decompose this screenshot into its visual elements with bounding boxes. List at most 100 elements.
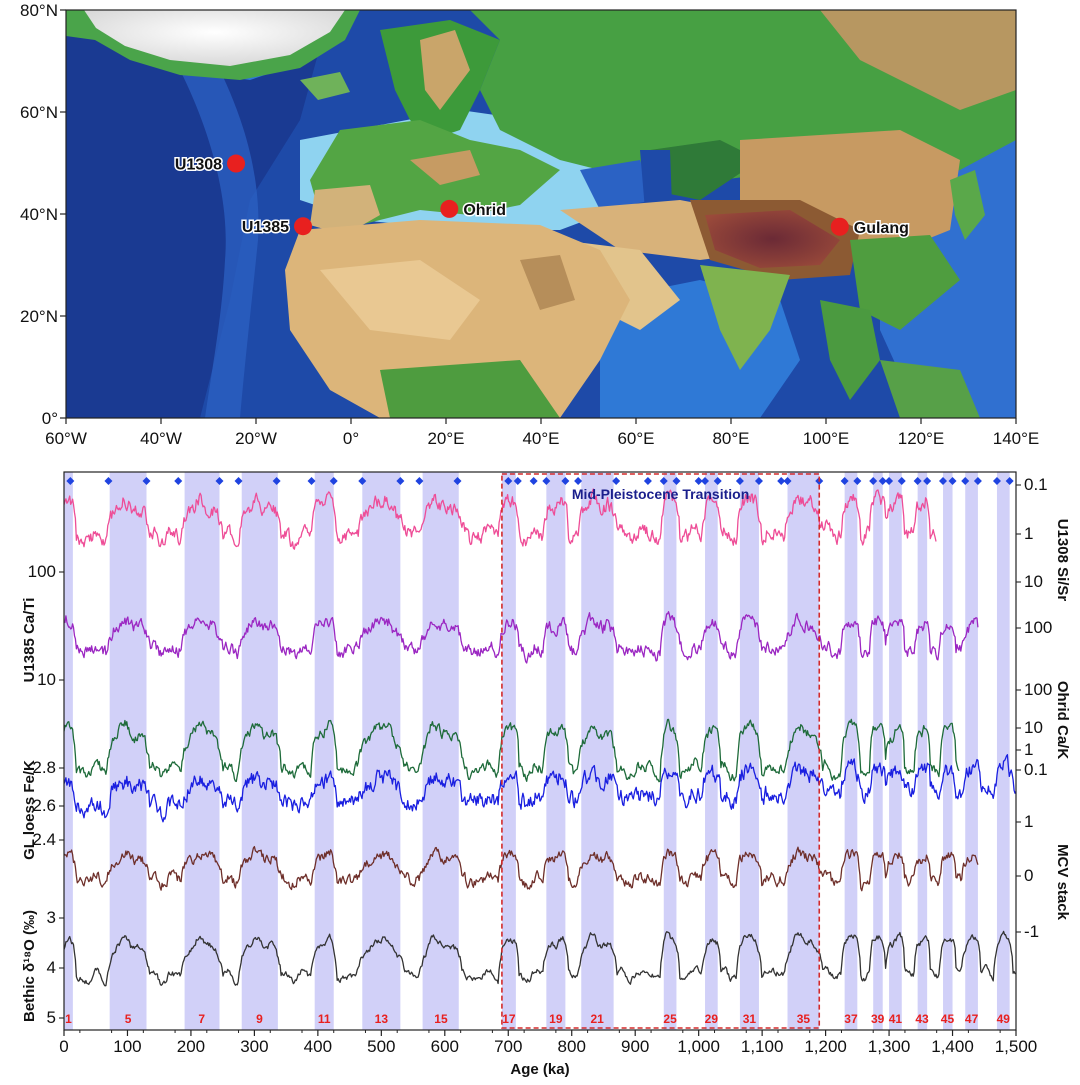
india [700,265,790,370]
y-axis-title-benthic-18o-: Bethic δ¹⁸O (‰) [21,910,38,1022]
interglacial-band [501,472,516,1030]
tiepoint-diamond [948,477,957,485]
timeseries-panel: Mid-Pleistocene Transition 1 5 7 9 11 13 15 17 1… [21,471,1071,1078]
mpt-label: Mid-Pleistocene Transition [572,486,749,502]
y-tick-label: 0.1 [1024,475,1048,494]
tiepoint-diamond [513,477,522,485]
map-lon-tick-label: 80°E [712,429,749,448]
tiepoint-diamond [897,477,906,485]
tiepoint-diamond [643,477,652,485]
interglacial-band [422,472,459,1030]
site-marker-gulang [830,217,849,236]
x-tick-label: 900 [621,1037,649,1056]
interglacial-bands [64,472,1010,1030]
x-axis-title: Age (ka) [510,1061,569,1078]
interglacial-band [943,472,953,1030]
alps [410,150,480,185]
map-lat-tick-label: 20°N [20,307,58,326]
map-lon-tick-label: 60°E [617,429,654,448]
mis-label: 25 [663,1012,677,1026]
tiepoint-diamond [272,477,281,485]
tiepoint-diamond [694,477,703,485]
x-tick-label: 1,000 [677,1037,720,1056]
tiepoint-diamond [961,477,970,485]
atlantic-basin [66,10,330,418]
mis-label: 35 [797,1012,811,1026]
y-tick-label: 100 [28,562,56,581]
mis-label: 13 [375,1012,389,1026]
mis-label: 5 [125,1012,132,1026]
y-tick-label: -1 [1024,922,1039,941]
tiepoint-diamond [215,477,224,485]
x-axis: 0 100 200 300 400 500 600 700 800 900 1,000 1,100 1,… [59,1030,1037,1056]
iberia [310,185,380,235]
series-line-u1385-ca-ti [64,611,979,664]
x-tick-label: 1,500 [995,1037,1038,1056]
mis-labels: 1 5 7 9 11 13 15 17 19 21 25 29 31 35 37 39 41 43 45 47 49 [65,1012,1010,1026]
interglacial-band [109,472,147,1030]
map-lat-tick-label: 40°N [20,205,58,224]
map-lon-tick-label: 0° [343,429,359,448]
caspian-lowland [650,140,760,200]
interglacial-band [889,472,902,1030]
y-tick-label: 2.8 [32,758,56,777]
site-label-gulang: Gulang [854,220,909,237]
y-tick-label: 10 [1024,572,1043,591]
y-axis-title-mcv-stack: MCV stack [1054,844,1071,921]
plot-frame [63,471,1017,1031]
y-tick-label: 1 [1024,740,1033,759]
y-tick-label: 1 [1024,812,1033,831]
y-axis-title-u1308-si-sr: U1308 Si/Sr [1054,519,1071,602]
interglacial-band [705,472,718,1030]
map-lon-tick-label: 60°W [45,429,87,448]
sahara [320,260,480,340]
tiepoint-diamond [754,477,763,485]
iceland [300,72,350,100]
y-tick-label: 100 [1024,680,1052,699]
interglacial-band [241,472,278,1030]
tiepoint-diamond [701,477,710,485]
central-africa [380,360,560,418]
y-tick-label: 3 [47,908,56,927]
tiepoint-diamond [735,477,744,485]
series-line-ohrid-ca-k [64,718,960,783]
x-tick-label: 600 [431,1037,459,1056]
interglacial-band [546,472,566,1030]
y-tick-label: 0 [1024,866,1033,885]
series-line-mcv-stack [64,845,979,892]
tiepoint-diamond [542,477,551,485]
y-tick-label: 4 [47,958,56,977]
map-sites: U1308 U1385 Ohrid Gulang [173,154,910,238]
interglacial-band [965,472,978,1030]
tibetan-plateau [705,210,840,268]
x-tick-label: 0 [59,1037,68,1056]
ethiopian-highlands [520,255,575,310]
tiepoint-diamond [612,477,621,485]
tiepoint-diamond [574,477,583,485]
site-label-ohrid: Ohrid [463,202,506,219]
tiepoint-diamond [885,477,894,485]
mis-label: 37 [844,1012,858,1026]
y-tick-label: 2.4 [32,830,56,849]
series-curves [64,488,1016,987]
tiepoint-diamond [307,477,316,485]
map-lon-tick-label: 20°W [235,429,277,448]
mis-label: 19 [549,1012,563,1026]
mis-label: 9 [256,1012,263,1026]
x-tick-label: 1,200 [804,1037,847,1056]
tiepoint-diamond [869,477,878,485]
tiepoint-diamond [659,477,668,485]
y-tick-label: 0.1 [1024,760,1048,779]
y-tick-label: 1 [1024,524,1033,543]
tiepoint-diamond [504,477,513,485]
map-lat-tick-label: 0° [42,409,58,428]
tiepoint-diamond [453,477,462,485]
site-label-u1308: U1308 [175,157,222,174]
southeast-asia [820,300,880,400]
tiepoint-diamond [913,477,922,485]
tiepoint-diamond [939,477,948,485]
indonesia [880,360,980,418]
map-body [66,10,1016,418]
